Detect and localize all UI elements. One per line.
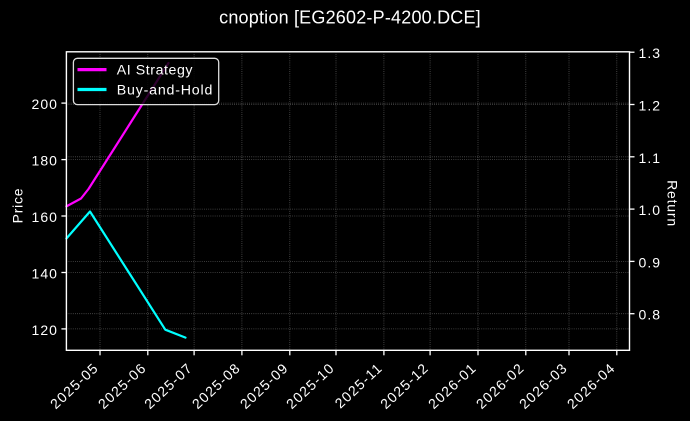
svg-text:Price: Price <box>9 188 25 224</box>
svg-text:1.3: 1.3 <box>639 45 662 61</box>
svg-text:120: 120 <box>31 322 58 338</box>
svg-text:1.1: 1.1 <box>639 150 662 166</box>
svg-text:cnoption [EG2602-P-4200.DCE]: cnoption [EG2602-P-4200.DCE] <box>219 8 481 28</box>
svg-text:1.2: 1.2 <box>639 98 662 114</box>
svg-text:1.0: 1.0 <box>639 202 662 218</box>
svg-text:AI Strategy: AI Strategy <box>117 63 194 79</box>
svg-text:Return: Return <box>665 180 681 227</box>
svg-text:200: 200 <box>31 96 58 112</box>
svg-text:Buy-and-Hold: Buy-and-Hold <box>117 82 213 98</box>
svg-text:140: 140 <box>31 266 58 282</box>
svg-text:160: 160 <box>31 209 58 225</box>
svg-text:0.8: 0.8 <box>639 307 662 323</box>
svg-text:180: 180 <box>31 153 58 169</box>
svg-text:0.9: 0.9 <box>639 254 662 270</box>
